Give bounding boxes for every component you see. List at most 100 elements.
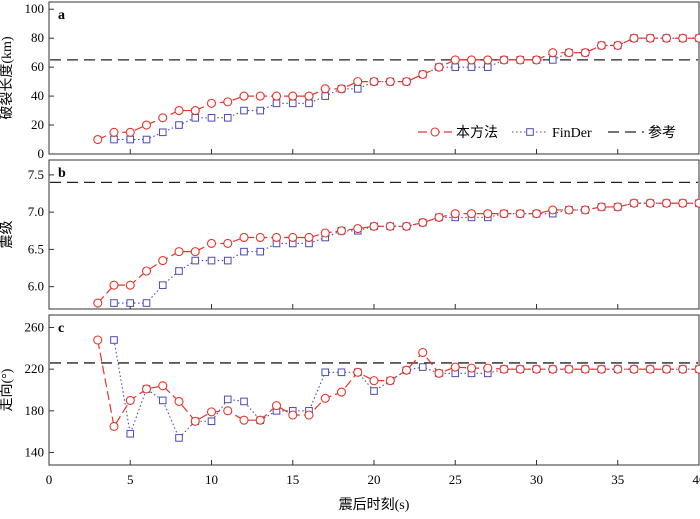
finder-line <box>114 38 699 139</box>
finder-point <box>176 122 183 129</box>
y-tick-label: 7.0 <box>28 204 44 219</box>
method-point <box>549 49 557 57</box>
method-point <box>565 206 573 214</box>
finder-point <box>159 129 166 136</box>
method-point <box>581 365 589 373</box>
method-point <box>565 49 573 57</box>
method-point <box>110 422 118 430</box>
method-point <box>338 388 346 396</box>
method-point <box>224 98 232 106</box>
method-point <box>614 41 622 49</box>
x-axis: 0510152025303540 <box>46 472 700 487</box>
method-point <box>175 248 183 256</box>
method-point <box>386 78 394 86</box>
method-point <box>305 92 313 100</box>
method-point <box>175 107 183 115</box>
method-point <box>598 365 606 373</box>
method-point <box>94 336 102 344</box>
finder-point <box>241 107 248 114</box>
y-axis-label: 走向(°) <box>0 368 15 411</box>
finder-point <box>159 397 166 404</box>
y-tick-label: 6.0 <box>28 279 44 294</box>
finder-point <box>484 64 491 71</box>
method-point <box>143 385 151 393</box>
x-tick-label: 5 <box>127 472 134 487</box>
method-point <box>289 92 297 100</box>
finder-point <box>143 136 150 143</box>
method-point <box>419 349 427 357</box>
method-point <box>565 365 573 373</box>
method-point <box>646 34 654 42</box>
method-point <box>663 365 671 373</box>
y-tick-label: 140 <box>25 445 45 460</box>
method-point <box>386 222 394 230</box>
panel-letter: c <box>58 321 64 336</box>
method-point <box>451 363 459 371</box>
x-tick-label: 35 <box>611 472 624 487</box>
finder-point <box>468 64 475 71</box>
finder-point <box>241 248 248 255</box>
finder-point <box>127 300 134 307</box>
finder-point <box>224 115 231 122</box>
finder-point <box>371 388 378 395</box>
method-point <box>370 222 378 230</box>
legend-label-reference: 参考 <box>648 124 676 141</box>
method-point <box>94 299 102 307</box>
method-point <box>598 203 606 211</box>
method-point <box>484 210 492 218</box>
method-point <box>208 99 216 107</box>
finder-point <box>257 248 264 255</box>
method-point <box>159 114 167 122</box>
finder-point <box>208 257 215 264</box>
method-point <box>598 41 606 49</box>
finder-point <box>127 430 134 437</box>
legend: 本方法 FinDer 参考 <box>418 124 676 141</box>
method-point <box>468 364 476 372</box>
method-point <box>126 396 134 404</box>
legend-label-method: 本方法 <box>456 125 498 141</box>
method-line <box>98 203 699 303</box>
method-point <box>435 369 443 377</box>
finder-point <box>338 369 345 376</box>
method-point <box>143 267 151 275</box>
method-point <box>533 365 541 373</box>
finder-point <box>322 93 329 100</box>
method-point <box>256 92 264 100</box>
method-point <box>695 365 700 373</box>
method-point <box>549 365 557 373</box>
method-point <box>663 34 671 42</box>
method-point <box>208 239 216 247</box>
method-point <box>614 203 622 211</box>
panel-letter: a <box>58 8 65 23</box>
legend-symbol-method-marker <box>431 128 439 136</box>
method-point <box>224 239 232 247</box>
method-point <box>321 394 329 402</box>
y-tick-label: 180 <box>25 403 45 418</box>
method-point <box>143 121 151 129</box>
finder-point <box>192 257 199 264</box>
method-point <box>191 107 199 115</box>
method-point <box>110 128 118 136</box>
method-point <box>663 199 671 207</box>
method-point <box>533 210 541 218</box>
x-tick-label: 25 <box>449 472 462 487</box>
method-point <box>338 85 346 93</box>
method-point <box>224 407 232 415</box>
method-point <box>516 210 524 218</box>
method-point <box>500 56 508 64</box>
method-point <box>614 365 622 373</box>
y-tick-label: 20 <box>31 117 44 132</box>
y-tick-label: 6.5 <box>28 241 44 256</box>
method-point <box>305 411 313 419</box>
x-tick-label: 40 <box>693 472 700 487</box>
method-point <box>581 206 589 214</box>
method-point <box>370 78 378 86</box>
method-point <box>94 136 102 144</box>
method-point <box>679 34 687 42</box>
method-point <box>289 233 297 241</box>
y-tick-label: 80 <box>31 30 44 45</box>
x-tick-label: 15 <box>286 472 299 487</box>
finder-point <box>111 136 118 143</box>
